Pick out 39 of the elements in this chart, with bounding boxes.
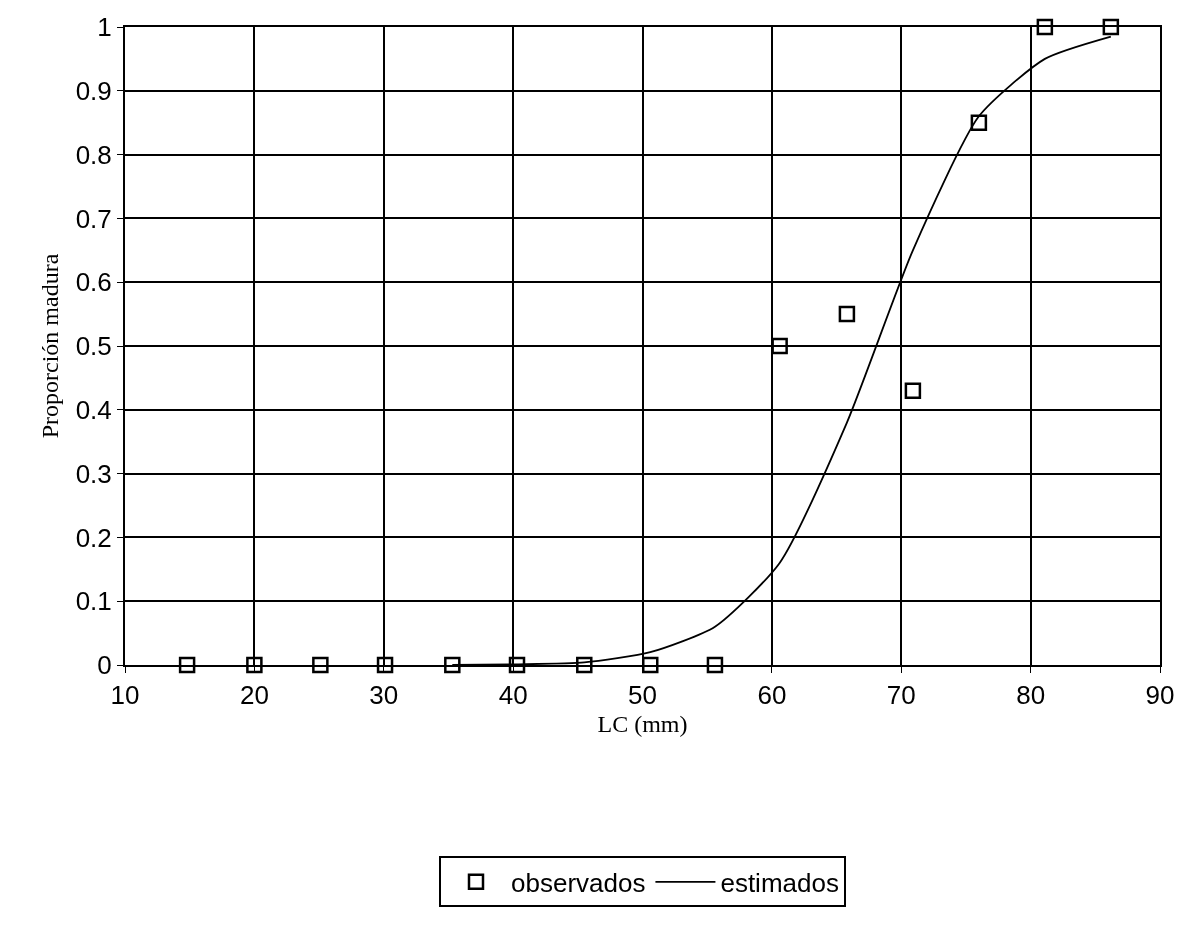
point [970, 114, 988, 131]
point [508, 656, 526, 674]
x-tick-label: 60 [757, 680, 787, 711]
y-tick-label: 0.4 [75, 394, 112, 425]
point [771, 337, 788, 355]
x-tick-label: 30 [369, 680, 399, 711]
legend-label: observados [511, 867, 646, 898]
y-tick-label: 0.1 [75, 586, 112, 617]
point [376, 656, 394, 674]
x-tick-label: 90 [1145, 680, 1175, 711]
y-tick-label: 0.7 [75, 203, 112, 234]
point [178, 656, 196, 674]
point [444, 656, 461, 674]
x-tick-label: 80 [1016, 680, 1046, 711]
y-tick-label: 0.9 [75, 75, 112, 106]
y-tick-label: 0.2 [75, 522, 112, 553]
point [312, 656, 329, 674]
x-tick-label: 70 [886, 680, 916, 711]
y-tick-label: 0.8 [75, 139, 112, 170]
point [838, 305, 856, 323]
point [1036, 18, 1054, 36]
point [904, 382, 922, 399]
x-tick-label: 50 [628, 680, 657, 711]
point [576, 656, 593, 674]
x-tick-label: 10 [110, 680, 140, 711]
y-axis-title: Proporción madura [37, 253, 64, 439]
point [642, 656, 659, 674]
legend-label: estimados [720, 867, 839, 898]
x-tick-label: 40 [498, 680, 528, 711]
y-tick-label: 0.5 [75, 331, 112, 362]
x-axis-title: LC (mm) [597, 711, 688, 737]
y-tick-label: 0.3 [75, 458, 112, 489]
y-tick-label: 0.6 [75, 267, 112, 298]
y-tick-label: 1 [97, 12, 112, 43]
y-tick-label: 0 [97, 650, 112, 681]
point [706, 656, 724, 674]
x-tick-label: 20 [239, 680, 269, 711]
point [1102, 18, 1120, 36]
point [246, 656, 263, 674]
